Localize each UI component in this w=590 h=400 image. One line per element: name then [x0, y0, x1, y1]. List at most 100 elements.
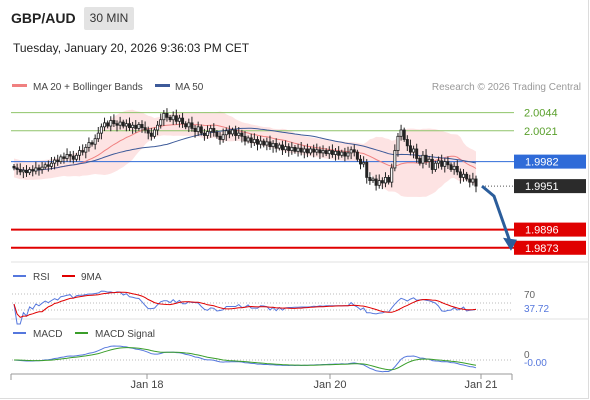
candle-body — [193, 128, 197, 132]
candle-body — [21, 169, 25, 173]
candle-body — [352, 149, 356, 153]
macd-value-label: -0.00 — [524, 358, 547, 369]
current-price-tag — [514, 179, 586, 194]
candle-body — [274, 143, 278, 149]
candle-body — [408, 145, 412, 153]
candle-body — [243, 135, 247, 142]
candle-body — [184, 123, 188, 128]
time-axis-tick-label: Jan 18 — [130, 379, 163, 391]
candle-body — [433, 162, 437, 170]
rsi-lines — [13, 290, 477, 325]
candle-body — [405, 139, 409, 147]
candle-body — [330, 150, 334, 155]
candle-body — [443, 161, 447, 167]
candle-body — [215, 131, 219, 137]
candle-body — [81, 150, 85, 153]
candle-body — [206, 131, 210, 136]
candle-body — [93, 138, 97, 145]
candle-body — [440, 160, 444, 167]
candle-body — [421, 154, 425, 164]
candle-body — [284, 146, 288, 151]
candle-body — [68, 154, 72, 157]
candle-body — [309, 148, 313, 154]
timeframe-button[interactable]: 30 MIN — [84, 7, 134, 30]
macd-legend-label: MACD — [33, 329, 62, 340]
candle-body — [387, 177, 391, 183]
candle-body — [462, 173, 466, 178]
macd-lines — [13, 345, 477, 373]
rsi-legend-label: RSI — [33, 272, 50, 283]
candle-body — [71, 155, 75, 160]
candle-body — [287, 146, 291, 151]
candle-body — [202, 132, 206, 136]
candle-body — [259, 140, 263, 145]
candle-body — [355, 151, 359, 160]
source-label: Research © 2026 Trading Central — [432, 82, 581, 93]
candle-body — [265, 141, 269, 146]
rsi-70-label: 70 — [524, 290, 536, 301]
rsi-ma-line — [13, 291, 477, 318]
bollinger-band-fill — [14, 109, 476, 198]
candle-body — [380, 180, 384, 184]
candle-body — [46, 164, 50, 167]
candle-body — [140, 124, 144, 129]
candle-body — [62, 156, 66, 159]
candle-body — [218, 135, 222, 140]
time-axis-tick-label: Jan 20 — [313, 379, 346, 391]
candle-body — [424, 154, 428, 163]
candle-body — [383, 177, 387, 184]
candle-body — [293, 146, 297, 152]
candle-body — [40, 166, 44, 170]
candle-body — [396, 135, 400, 151]
macd-signal-legend-swatch — [75, 332, 88, 334]
candle-body — [59, 156, 63, 163]
candle-body — [49, 162, 53, 167]
candle-body — [231, 129, 235, 135]
candle-body — [324, 150, 328, 155]
rsi-value-label: 37.72 — [524, 304, 549, 315]
candle-body — [393, 150, 397, 169]
candle-body — [343, 151, 347, 157]
forecast-arrow-line — [481, 184, 512, 243]
candle-body — [156, 124, 160, 131]
ma50-legend-swatch — [155, 84, 170, 87]
candle-body — [368, 177, 372, 181]
candle-body — [121, 121, 125, 127]
current-price-label: 1.9951 — [525, 181, 559, 193]
candle-body — [56, 159, 60, 163]
candle-body — [399, 129, 403, 137]
candle-body — [177, 117, 181, 122]
rsi-ma-legend-label: 9MA — [81, 272, 102, 283]
candle-body — [312, 148, 316, 153]
candle-body — [24, 169, 28, 174]
candle-body — [246, 137, 250, 142]
candle-body — [427, 158, 431, 163]
candle-body — [227, 130, 231, 135]
candle-body — [134, 124, 138, 129]
candle-body — [37, 167, 41, 170]
candle-body — [277, 144, 281, 149]
candle-body — [349, 149, 353, 154]
candle-body — [237, 132, 241, 136]
candle-body — [430, 158, 434, 170]
candle-body — [449, 164, 453, 170]
candle-body — [262, 140, 266, 146]
candle-body — [221, 134, 225, 140]
resistance-label-0: 2.0044 — [524, 108, 558, 120]
candle-body — [315, 149, 319, 153]
macd-signal-legend-label: MACD Signal — [95, 329, 155, 340]
candle-body — [34, 167, 38, 172]
candle-body — [112, 120, 116, 125]
candle-body — [90, 142, 94, 145]
candle-body — [458, 171, 462, 178]
candle-body — [181, 117, 185, 125]
candle-body — [418, 158, 422, 164]
candle-body — [212, 128, 216, 133]
candle-body — [305, 148, 309, 154]
candle-body — [53, 159, 57, 164]
candle-body — [131, 124, 135, 129]
candle-body — [165, 112, 169, 118]
candle-body — [159, 119, 163, 126]
forecast-arrow-head — [503, 237, 517, 251]
candle-body — [149, 132, 153, 137]
